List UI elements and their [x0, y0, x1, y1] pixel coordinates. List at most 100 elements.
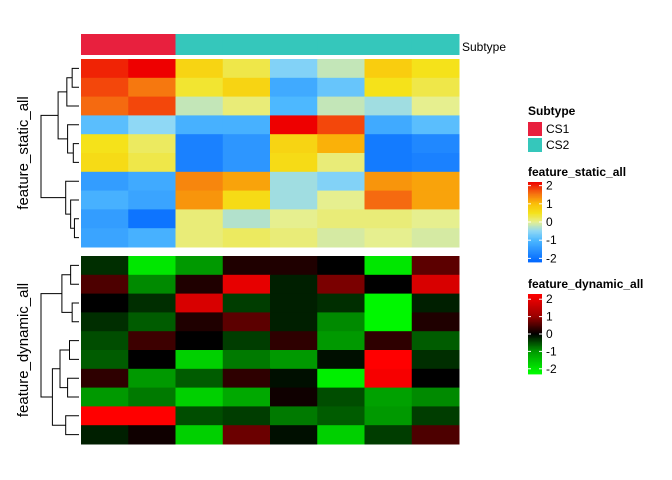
heatmap-cell [364, 115, 413, 135]
heatmap-cell [128, 274, 176, 295]
heatmap-cell [81, 350, 129, 370]
heatmap-cell [81, 190, 129, 210]
colorbar-segment [528, 324, 542, 327]
colorbar-tick-label: 0 [546, 327, 553, 341]
colorbar-segment [528, 228, 542, 231]
colorbar-segment [528, 258, 542, 260]
colorbar-segment [528, 370, 542, 372]
heatmap-cell [270, 153, 318, 173]
colorbar-segment [528, 342, 542, 344]
annotation-cell-3 [175, 34, 224, 55]
colorbar-segment [528, 352, 542, 355]
colorbar-segment [528, 308, 542, 311]
annotation-cell-5 [270, 34, 318, 55]
colorbar-segment [528, 242, 542, 244]
heatmap-cell [81, 425, 129, 445]
colorbar-segment [528, 211, 542, 214]
heatmap-cell [128, 77, 176, 98]
heatmap-cell [411, 96, 460, 116]
heatmap-cell [317, 171, 365, 192]
heatmap-cell [128, 331, 176, 351]
heatmap-cell [128, 209, 176, 229]
legend-title-subtype: Subtype [528, 104, 576, 118]
heatmap-cell [364, 425, 413, 445]
colorbar-segment [528, 251, 542, 254]
colorbar-tick-label: -2 [546, 362, 557, 376]
colorbar-segment [528, 256, 542, 259]
annotation-cell-2 [128, 34, 176, 55]
heatmap-cell [81, 331, 129, 351]
heatmap-cell [175, 331, 224, 351]
heatmap-cell [175, 77, 224, 98]
colorbar-segment [528, 215, 542, 218]
colorbar-segment [528, 360, 542, 363]
heatmap-cell [411, 387, 460, 407]
colorbar-segment [528, 346, 542, 348]
colorbar-segment [528, 320, 542, 323]
heatmap-cell [81, 115, 129, 135]
heatmap-cell [175, 209, 224, 229]
heatmap-cell [175, 59, 224, 79]
heatmap-cell [222, 115, 271, 135]
heatmap-cell [81, 153, 129, 173]
heatmap-cell [364, 406, 413, 426]
heatmap-cell [81, 228, 129, 248]
colorbar-segment [528, 367, 542, 370]
colorbar-segment [528, 250, 542, 252]
colorbar-segment [528, 363, 542, 366]
colorbar-segment [528, 206, 542, 208]
heatmap-cell [175, 115, 224, 135]
heatmap-cell [128, 228, 176, 248]
colorbar-segment [528, 204, 542, 207]
colorbar-segment [528, 355, 542, 358]
heatmap-cell [81, 209, 129, 229]
colorbar-segment [528, 246, 542, 248]
heatmap-cell [270, 256, 318, 276]
colorbar-segment [528, 303, 542, 306]
heatmap-block-2 [81, 256, 460, 445]
colorbar-tick-label: -2 [546, 251, 557, 265]
heatmap-cell [81, 59, 129, 79]
dendrogram-branch [67, 377, 79, 398]
legend-swatch-cs1 [528, 122, 542, 136]
heatmap-cell [411, 115, 460, 135]
colorbar-segment [528, 307, 542, 310]
colorbar-segment [528, 338, 542, 340]
colorbar-segment [528, 216, 542, 219]
colorbar-segment [528, 208, 542, 211]
heatmap-cell [175, 228, 224, 248]
heatmap-cell [364, 77, 413, 98]
heatmap-cell [222, 256, 271, 276]
colorbar-segment [528, 331, 542, 334]
colorbar-segment [528, 188, 542, 191]
heatmap-cell [175, 350, 224, 370]
colorbar-segment [528, 192, 542, 195]
colorbar-segment [528, 347, 542, 350]
heatmap-cell [270, 171, 318, 192]
colorbar-segment [528, 300, 542, 303]
heatmap-cell [270, 96, 318, 116]
heatmap-cell [175, 256, 224, 276]
heatmap-cell [81, 77, 129, 98]
heatmap-cell [317, 256, 365, 276]
colorbar-segment [528, 328, 542, 331]
heatmap-cell [81, 312, 129, 332]
heatmap-cell [411, 134, 460, 154]
colorbar-segment [528, 227, 542, 230]
colorbar-segment [528, 319, 542, 322]
heatmap-cell [175, 293, 224, 313]
heatmap-cell [364, 134, 413, 154]
heatmap-cell [222, 350, 271, 370]
colorbar-segment [528, 302, 542, 304]
heatmap-cell [222, 368, 271, 389]
heatmap-cell [270, 274, 318, 295]
colorbar-segment [528, 327, 542, 330]
colorbar-segment [528, 183, 542, 186]
heatmap-cell [222, 312, 271, 332]
colorbar-segment [528, 372, 542, 375]
heatmap-cell [411, 293, 460, 313]
heatmap-cell [411, 350, 460, 370]
annotation-cell-8 [411, 34, 460, 55]
heatmap-cell [270, 406, 318, 426]
heatmap-cell [364, 350, 413, 370]
